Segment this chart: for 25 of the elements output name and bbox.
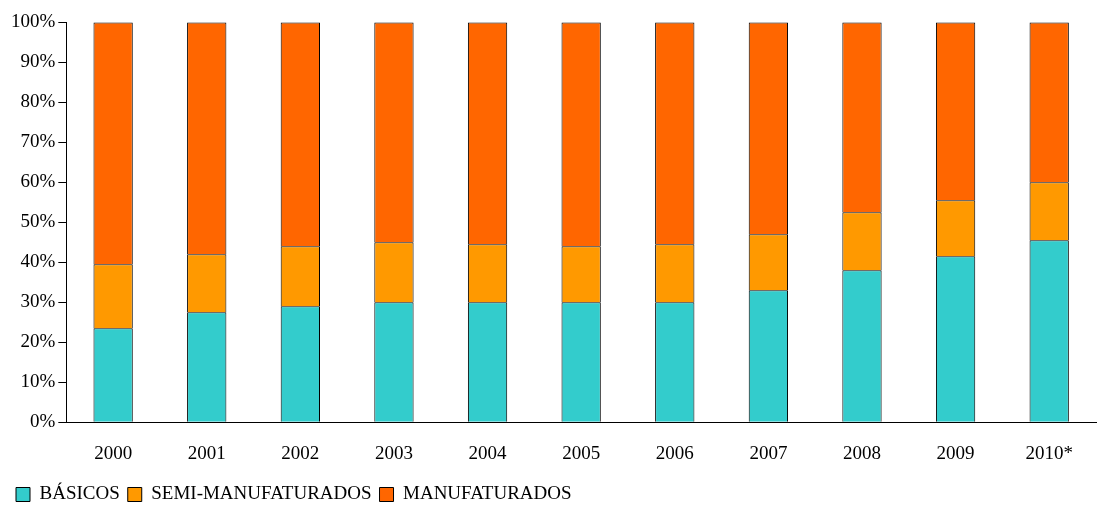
legend-label: MANUFATURADOS xyxy=(403,482,572,504)
y-tick-label: 100% xyxy=(11,10,56,32)
y-tick-label: 30% xyxy=(20,290,56,312)
y-tick-label: 20% xyxy=(20,330,56,352)
x-tick-label: 2001 xyxy=(187,441,226,463)
y-tick-label: 60% xyxy=(20,170,56,192)
x-tick-label: 2007 xyxy=(749,441,788,463)
x-tick-label: 2010* xyxy=(1025,441,1073,463)
y-tick-label: 80% xyxy=(20,90,56,112)
x-tick-label: 2002 xyxy=(281,441,320,463)
legend-label: BÁSICOS xyxy=(39,482,120,504)
x-tick-label: 2000 xyxy=(94,441,133,463)
x-tick-label: 2008 xyxy=(842,441,881,463)
y-tick-label: 40% xyxy=(20,250,56,272)
legend-label: SEMI-MANUFATURADOS xyxy=(151,482,372,504)
y-tick-label: 90% xyxy=(20,50,56,72)
x-tick-label: 2009 xyxy=(936,441,975,463)
x-tick-label: 2003 xyxy=(374,441,413,463)
y-tick-label: 50% xyxy=(20,210,56,232)
x-tick-label: 2004 xyxy=(468,441,508,463)
y-tick-label: 0% xyxy=(30,410,56,432)
x-tick-label: 2005 xyxy=(562,441,601,463)
y-tick-label: 10% xyxy=(20,370,56,392)
x-tick-label: 2006 xyxy=(655,441,694,463)
y-tick-label: 70% xyxy=(20,130,56,152)
